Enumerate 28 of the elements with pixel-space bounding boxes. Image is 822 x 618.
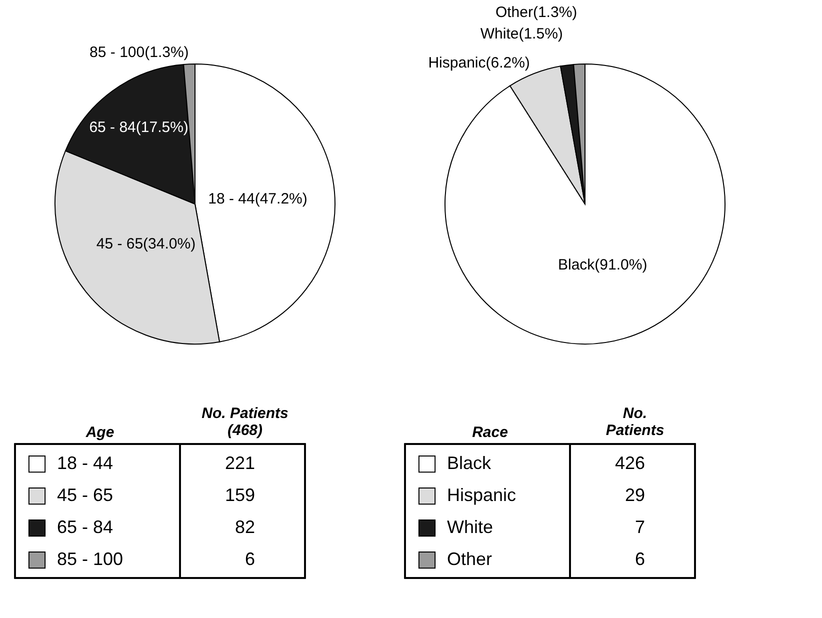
text: 6 xyxy=(634,549,645,569)
legend-label: Hispanic xyxy=(447,485,516,505)
data-label: 18 - 44(47.2%) xyxy=(208,190,308,208)
text: 6 xyxy=(244,549,255,569)
data-label: White(1.5%) xyxy=(480,25,563,42)
legend-label: 85 - 100 xyxy=(57,549,124,569)
text: 426 xyxy=(614,453,645,473)
text: 159 xyxy=(224,485,255,505)
data-label: 85 - 100(1.3%) xyxy=(90,44,189,62)
text: No. Patients xyxy=(606,405,664,439)
data-label: Black(91.0%) xyxy=(558,256,648,274)
data-label: 65 - 84(17.5%) xyxy=(89,119,188,136)
text: 29 xyxy=(624,485,645,505)
data-label: Other(1.3%) xyxy=(495,4,578,22)
legend-label: 45 - 65 xyxy=(57,485,114,505)
text: 82 xyxy=(234,517,255,537)
text: 7 xyxy=(634,517,645,537)
legend-label: 65 - 84 xyxy=(57,517,114,537)
legend-label: White xyxy=(447,517,494,537)
legend-label: Other xyxy=(447,549,492,569)
data-label: 45 - 65(34.0%) xyxy=(96,236,196,253)
data-label: Hispanic(6.2%) xyxy=(428,54,530,72)
text: No. Patients (468) xyxy=(202,405,288,439)
text: 221 xyxy=(224,453,255,473)
legend-title: Race xyxy=(472,424,508,441)
legend-label: Black xyxy=(447,453,492,473)
legend-title: Age xyxy=(84,424,114,441)
legend-label: 18 - 44 xyxy=(57,453,114,473)
